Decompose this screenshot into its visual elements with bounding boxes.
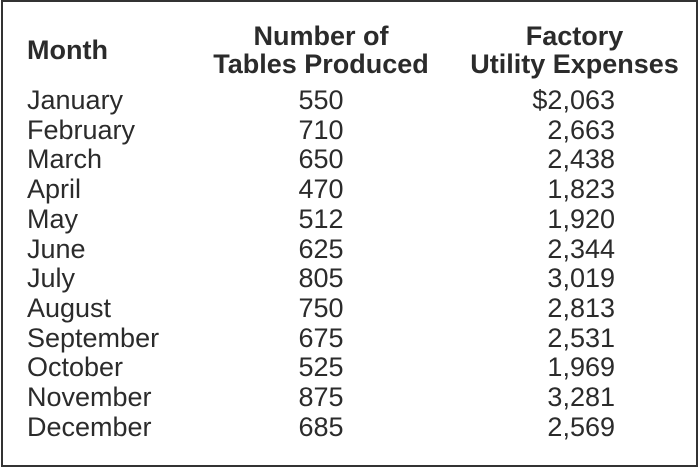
produced-cell: 550 [298,85,344,115]
expenses-cell: 1,823 [547,174,615,205]
produced-cell: 710 [298,114,344,145]
table-row: June 625 2,344 [3,233,696,265]
produced-cell: 470 [298,174,344,205]
expenses-cell: 2,569 [547,411,615,442]
expenses-cell: 1,920 [547,203,615,234]
month-cell: July [27,263,76,294]
month-cell: February [27,114,136,145]
expenses-cell: 2,438 [547,144,615,175]
produced-cell: 650 [298,144,344,175]
month-cell: September [27,322,160,353]
table-row: April 470 1,823 [3,174,696,205]
month-cell: January [27,85,124,115]
produced-cell: 875 [298,382,344,413]
produced-cell: 525 [298,352,344,383]
produced-cell: 805 [298,263,344,294]
month-cell: March [27,144,103,175]
expenses-cell: 2,344 [547,233,615,264]
expenses-cell: 2,531 [547,322,615,353]
production-utility-expenses-table: Month Number of Tables Produced Factory … [3,2,696,442]
month-cell: December [27,411,152,442]
table-row: December 685 2,569 [3,411,696,443]
header-row: Month Number of Tables Produced Factory … [3,2,696,86]
produced-cell: 625 [298,233,344,264]
produced-cell: 675 [298,322,344,353]
expenses-cell: 2,813 [547,292,615,323]
table-row: November 875 3,281 [3,382,696,413]
month-cell: August [27,292,112,323]
expenses-cell: 2,663 [547,114,615,145]
produced-cell: 685 [298,411,344,442]
table-row: March 650 2,438 [3,145,696,175]
expenses-cell: 3,019 [547,263,615,294]
produced-cell: 750 [298,292,344,323]
month-cell: June [27,233,86,264]
table-row: September 675 2,531 [3,322,696,354]
table-row: May 512 1,920 [3,203,696,235]
month-cell: November [27,382,152,413]
column-header-utility-expenses: Factory Utility Expenses [470,20,679,79]
month-cell: April [27,174,82,205]
table-row: August 750 2,813 [3,292,696,324]
expenses-cell: 3,281 [547,382,615,413]
expenses-cell: 1,969 [547,352,615,383]
table-row: January 550 $2,063 [3,85,696,116]
month-cell: October [27,352,124,383]
table-row: February 710 2,663 [3,114,696,146]
table-row: October 525 1,969 [3,353,696,383]
column-header-tables-produced: Number of Tables Produced [213,20,429,79]
column-header-month: Month [27,34,108,65]
table-row: July 805 3,019 [3,264,696,294]
produced-cell: 512 [298,203,344,234]
month-cell: May [27,203,79,234]
expenses-cell: $2,063 [532,85,615,115]
